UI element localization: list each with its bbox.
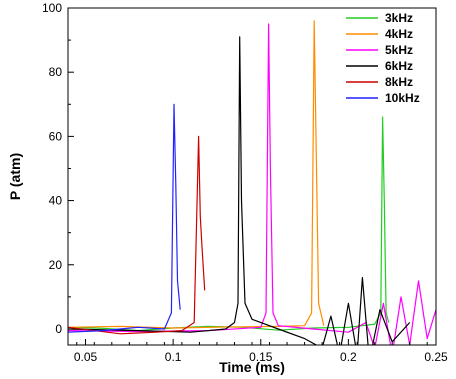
- series-line-4kHz: [68, 20, 325, 329]
- series-layer: [68, 20, 436, 345]
- y-tick-label: 80: [49, 65, 63, 79]
- series-line-6kHz: [68, 36, 411, 345]
- legend-label-8kHz: 8kHz: [385, 75, 413, 89]
- legend-label-4kHz: 4kHz: [385, 27, 413, 41]
- y-tick-label: 20: [49, 258, 63, 272]
- y-tick-label: 40: [49, 194, 63, 208]
- x-tick-label: 0.05: [74, 350, 98, 364]
- y-axis: 0 20 40 60 80 100: [42, 1, 74, 336]
- y-tick-label: 60: [49, 129, 63, 143]
- x-tick-label: 0.1: [165, 350, 182, 364]
- y-axis-title: P (atm): [7, 153, 23, 200]
- legend: 3kHz 4kHz 5kHz 6kHz 8kHz 10kHz: [346, 11, 420, 105]
- x-tick-label: 0.25: [424, 350, 448, 364]
- series-line-5kHz: [68, 23, 436, 345]
- legend-label-5kHz: 5kHz: [385, 43, 413, 57]
- x-axis: 0.05 0.1 0.15 0.2 0.25: [74, 339, 448, 364]
- x-axis-title: Time (ms): [219, 359, 285, 375]
- x-tick-label: 0.15: [249, 350, 273, 364]
- series-line-10kHz: [68, 103, 181, 333]
- legend-label-10kHz: 10kHz: [385, 91, 420, 105]
- legend-label-3kHz: 3kHz: [385, 11, 413, 25]
- y-tick-label: 100: [42, 1, 62, 15]
- series-line-3kHz: [68, 116, 390, 332]
- series-line-8kHz: [68, 135, 206, 335]
- y-tick-label: 0: [55, 322, 62, 336]
- x-tick-label: 0.2: [340, 350, 357, 364]
- legend-label-6kHz: 6kHz: [385, 59, 413, 73]
